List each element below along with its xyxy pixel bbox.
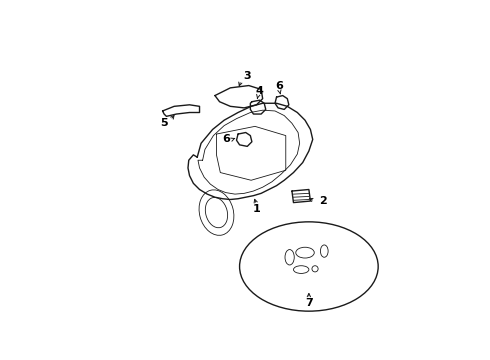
Text: 3: 3	[244, 71, 251, 81]
Text: 4: 4	[256, 86, 264, 96]
Text: 2: 2	[319, 196, 327, 206]
Text: 6: 6	[276, 81, 284, 91]
Text: 1: 1	[253, 204, 260, 214]
Text: 5: 5	[160, 118, 168, 128]
Text: 7: 7	[305, 298, 313, 309]
Text: 6: 6	[222, 134, 230, 144]
